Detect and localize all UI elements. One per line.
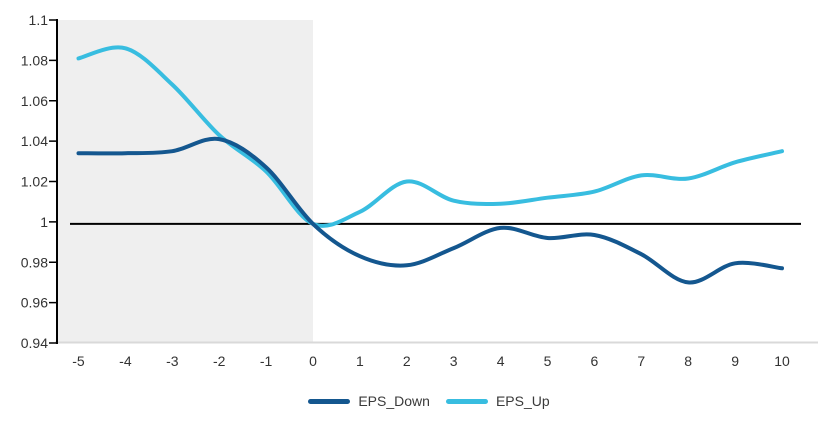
x-tick-label: -4 bbox=[119, 353, 132, 369]
x-tick-label: -3 bbox=[166, 353, 179, 369]
legend-swatch-eps_down bbox=[308, 398, 351, 404]
series-line-eps_up bbox=[76, 45, 784, 228]
x-tick-label: -1 bbox=[260, 353, 273, 369]
x-tick-label: 1 bbox=[356, 353, 364, 369]
legend-label-eps_down: EPS_Down bbox=[358, 393, 430, 409]
x-tick-label: 6 bbox=[591, 353, 599, 369]
x-tick-label: -2 bbox=[213, 353, 226, 369]
shaded-region bbox=[57, 20, 313, 342]
legend-swatch-eps_up bbox=[445, 398, 488, 404]
y-tick-label: 0.94 bbox=[21, 335, 48, 351]
x-tick-label: 10 bbox=[774, 353, 790, 369]
x-tick-label: 9 bbox=[731, 353, 739, 369]
x-tick-label: 5 bbox=[544, 353, 552, 369]
x-tick-label: 3 bbox=[450, 353, 458, 369]
legend-label-eps_up: EPS_Up bbox=[495, 393, 550, 409]
y-tick-label: 0.98 bbox=[21, 254, 48, 270]
y-tick-label: 1.04 bbox=[21, 133, 48, 149]
x-tick-label: 8 bbox=[684, 353, 692, 369]
y-tick-label: 0.96 bbox=[21, 295, 48, 311]
legend-item-eps_down: EPS_Down bbox=[308, 393, 430, 409]
y-tick-label: 1.06 bbox=[21, 93, 48, 109]
y-tick-label: 1.1 bbox=[29, 12, 49, 28]
x-tick-label: -5 bbox=[72, 353, 85, 369]
x-tick-label: 2 bbox=[403, 353, 411, 369]
x-tick-label: 7 bbox=[637, 353, 645, 369]
x-tick-label: 0 bbox=[309, 353, 317, 369]
legend-item-eps_up: EPS_Up bbox=[445, 393, 550, 409]
y-tick-label: 1.02 bbox=[21, 174, 48, 190]
x-tick-label: 4 bbox=[497, 353, 505, 369]
y-tick-label: 1 bbox=[40, 214, 48, 230]
legend: EPS_Down EPS_Up bbox=[14, 393, 830, 409]
y-tick-label: 1.08 bbox=[21, 52, 48, 68]
series-line-eps_down bbox=[76, 136, 784, 285]
